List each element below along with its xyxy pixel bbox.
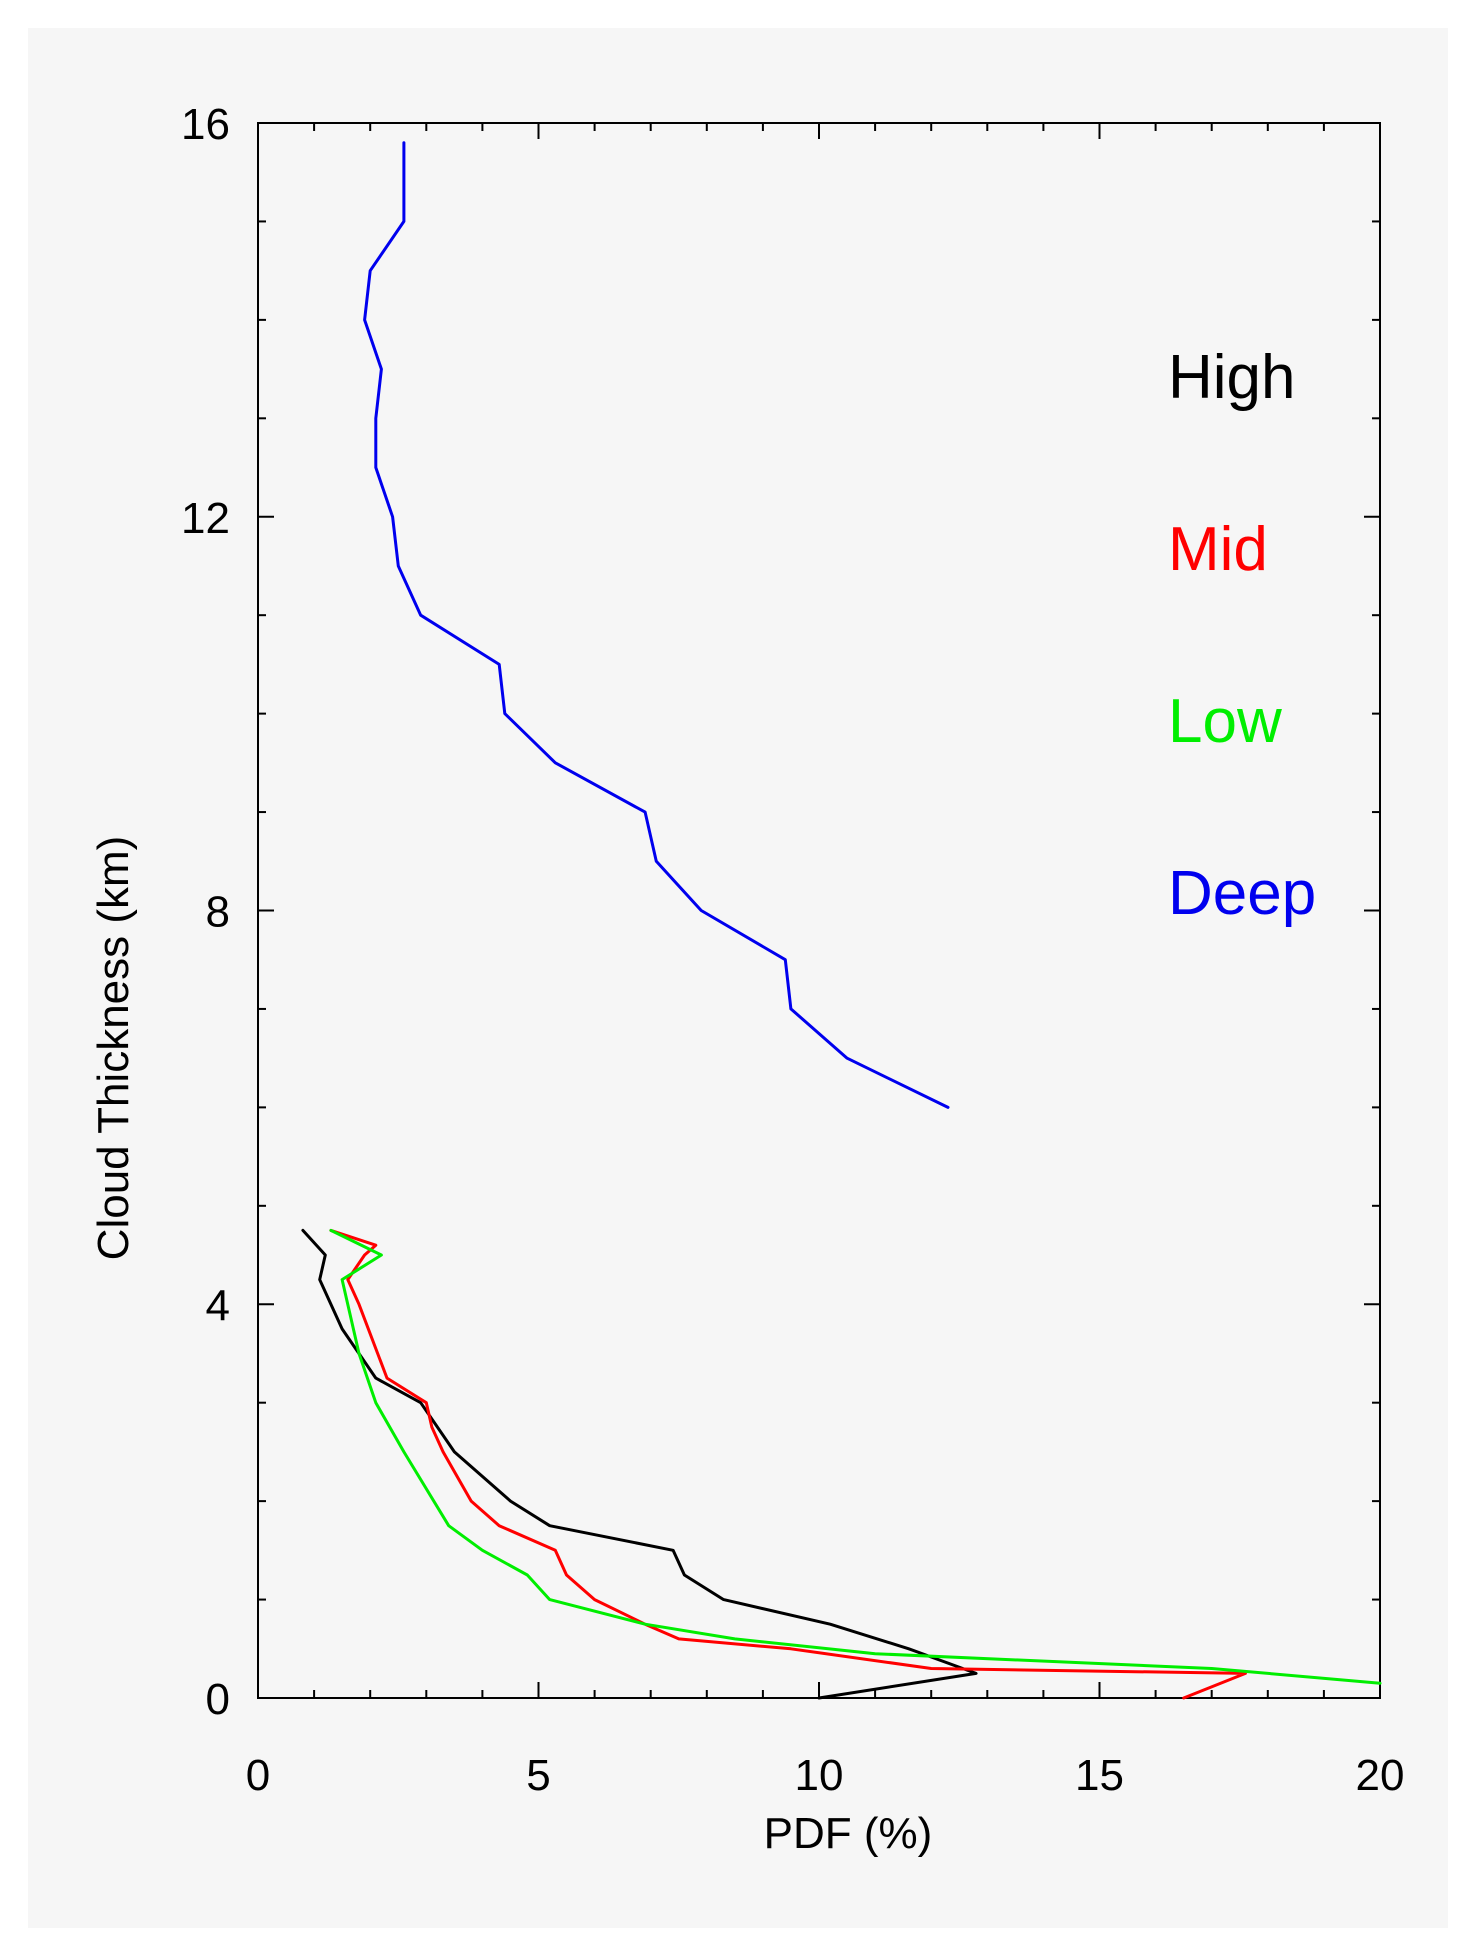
- legend-label-high: High: [1168, 343, 1296, 412]
- series-line-low: [329, 1228, 1382, 1685]
- x-tick-label: 5: [526, 1751, 550, 1800]
- series-line-high: [301, 1228, 978, 1700]
- x-axis-title: PDF (%): [764, 1809, 933, 1858]
- y-axis-title: Cloud Thickness (km): [89, 836, 138, 1261]
- legend: High Mid Low Deep: [1168, 343, 1316, 928]
- series-line-deep: [363, 141, 950, 1109]
- y-tick-label: 16: [181, 100, 230, 149]
- y-tick-label: 12: [181, 494, 230, 543]
- legend-label-deep: Deep: [1168, 859, 1316, 928]
- x-tick-label: 0: [246, 1751, 270, 1800]
- figure: 0 5 10 15 20 0 4 8 12 16 High Mid Low Deep PDF (%) C…: [28, 28, 1448, 1928]
- legend-label-mid: Mid: [1168, 515, 1268, 584]
- x-tick-label: 15: [1075, 1751, 1124, 1800]
- x-tick-label: 10: [795, 1751, 844, 1800]
- series-layer: [301, 141, 1382, 1700]
- x-tick-label: 20: [1356, 1751, 1405, 1800]
- legend-label-low: Low: [1168, 687, 1282, 756]
- axis-ticks: 0 5 10 15 20 0 4 8 12 16: [181, 100, 1404, 1800]
- line-chart: 0 5 10 15 20 0 4 8 12 16 High Mid Low Deep PDF (%) C…: [89, 100, 1404, 1858]
- series-line-mid: [329, 1228, 1247, 1700]
- y-tick-label: 0: [206, 1675, 230, 1724]
- y-tick-label: 8: [206, 888, 230, 937]
- y-tick-label: 4: [206, 1281, 230, 1330]
